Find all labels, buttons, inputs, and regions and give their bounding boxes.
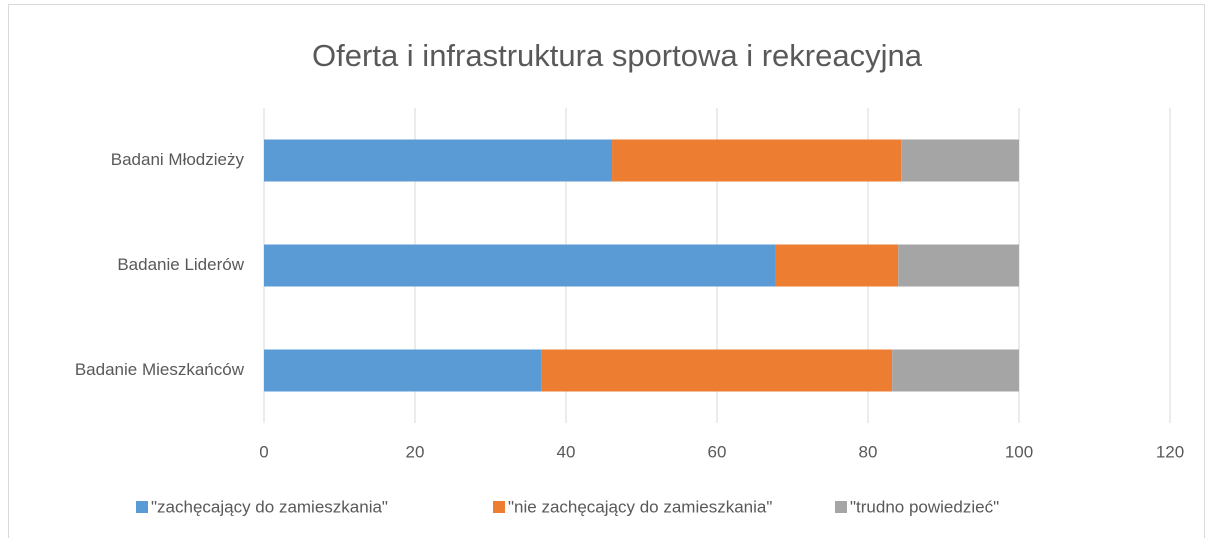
x-tick-label: 120 <box>1156 442 1184 461</box>
bar-segment <box>901 139 1019 182</box>
legend-label: "trudno powiedzieć" <box>850 497 999 516</box>
bar-segment <box>892 349 1019 392</box>
x-tick-label: 100 <box>1005 442 1033 461</box>
legend-swatch <box>835 501 847 513</box>
x-tick-label: 80 <box>859 442 878 461</box>
x-tick-label: 0 <box>259 442 268 461</box>
legend-label: "zachęcający do zamieszkania" <box>151 497 388 516</box>
y-tick-label: Badanie Liderów <box>117 255 244 274</box>
bar-segment <box>264 139 613 182</box>
legend-label: "nie zachęcający do zamieszkania" <box>508 497 772 516</box>
x-tick-label: 20 <box>406 442 425 461</box>
y-tick-label: Badanie Mieszkańców <box>75 360 245 379</box>
bar-segment <box>264 349 542 392</box>
x-tick-label: 60 <box>708 442 727 461</box>
bar-segment <box>264 244 776 287</box>
x-tick-label: 40 <box>557 442 576 461</box>
y-tick-label: Badani Młodzieży <box>111 150 245 169</box>
legend-swatch <box>493 501 505 513</box>
bar-segment <box>898 244 1019 287</box>
chart-title: Oferta i infrastruktura sportowa i rekre… <box>312 38 923 73</box>
bar-segment <box>775 244 899 287</box>
legend-swatch <box>136 501 148 513</box>
bar-segment <box>612 139 902 182</box>
bar-segment <box>541 349 893 392</box>
